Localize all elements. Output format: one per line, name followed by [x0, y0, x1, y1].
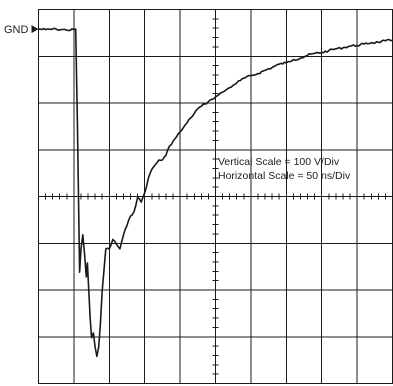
waveform-trace — [38, 27, 393, 358]
gnd-label: GND — [4, 24, 29, 36]
gnd-marker: GND — [4, 24, 39, 36]
horizontal-scale-annotation: Horizontal Scale = 50 ns/Div — [218, 170, 351, 182]
vertical-scale-annotation: Vertical Scale = 100 V/Div — [218, 156, 340, 168]
gnd-arrow-icon — [31, 25, 39, 34]
center-axis-ticks — [38, 9, 393, 384]
